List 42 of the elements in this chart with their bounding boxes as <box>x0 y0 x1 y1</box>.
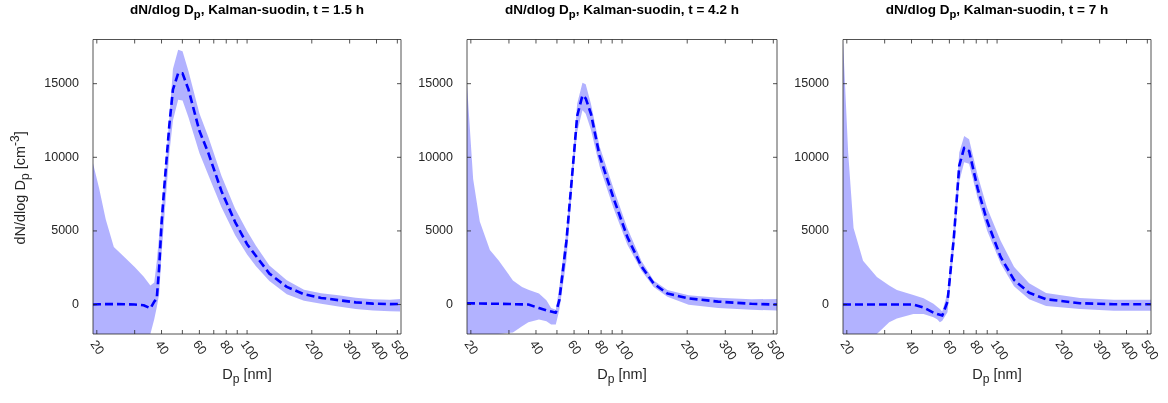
x-tick-label: 60 <box>940 337 960 358</box>
x-tick-label: 200 <box>1052 337 1076 363</box>
chart-title: dN/dlog D$_{p}$, Kalman-suodin, t = 7 h <box>884 2 1110 20</box>
y-tick-label: 10000 <box>418 149 454 164</box>
x-tick-label: 300 <box>340 337 364 363</box>
x-tick-label: 20 <box>837 337 857 358</box>
chart-title: dN/dlog D$_{p}$, Kalman-suodin, t = 4.2 h <box>504 2 740 20</box>
x-tick-label: 80 <box>216 337 237 358</box>
x-tick-label: 100 <box>612 337 637 363</box>
x-tick-label: 40 <box>526 337 547 358</box>
x-tick-label: 20 <box>87 337 107 358</box>
x-tick-label: 200 <box>677 337 702 363</box>
y-tick-label: 5000 <box>801 223 830 238</box>
y-tick-label: 0 <box>446 297 454 311</box>
x-tick-label: 400 <box>743 337 767 363</box>
x-tick-label: 60 <box>564 337 585 358</box>
x-tick-label: 40 <box>152 337 172 358</box>
y-tick-label: 0 <box>822 297 830 311</box>
x-tick-label: 300 <box>1090 337 1114 363</box>
x-tick-label: 80 <box>966 337 987 358</box>
x-axis-title: D$_{p}$ [nm] <box>221 366 273 386</box>
x-axis-title: D$_{p}$ [nm] <box>596 366 648 386</box>
x-tick-label: 20 <box>461 337 482 358</box>
x-tick-label: 300 <box>716 337 740 363</box>
y-tick-label: 15000 <box>794 76 830 91</box>
y-tick-label: 0 <box>72 297 80 311</box>
x-tick-label: 100 <box>237 337 262 363</box>
x-tick-label: 100 <box>987 337 1012 363</box>
y-tick-label: 15000 <box>44 76 80 91</box>
y-tick-label: 10000 <box>44 149 80 164</box>
y-tick-label: 15000 <box>418 76 454 91</box>
x-tick-label: 80 <box>591 337 612 358</box>
y-tick-label: 5000 <box>425 223 454 238</box>
x-axis-title: D$_{p}$ [nm] <box>971 366 1023 386</box>
x-tick-label: 60 <box>190 337 210 358</box>
chart-title: dN/dlog D$_{p}$, Kalman-suodin, t = 1.5 h <box>129 2 365 20</box>
x-tick-label: 200 <box>302 337 326 363</box>
x-tick-label: 40 <box>902 337 922 358</box>
y-tick-label: 10000 <box>794 149 830 164</box>
x-tick-label: 400 <box>367 337 391 363</box>
y-tick-label: 5000 <box>51 223 80 238</box>
x-tick-label: 400 <box>1117 337 1141 363</box>
